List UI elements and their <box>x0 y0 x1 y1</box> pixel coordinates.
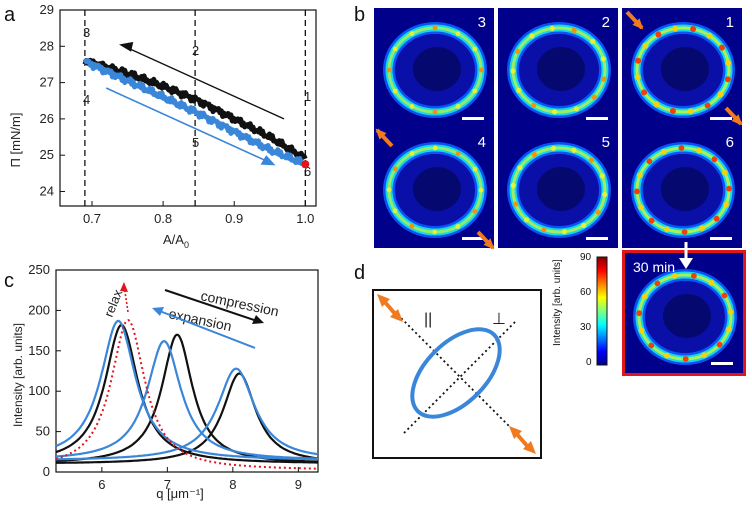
step-label-1: 1 <box>304 89 311 104</box>
intensity-ytick-label: 0 <box>43 464 50 479</box>
colorbar-tick-30: 30 <box>580 322 592 333</box>
intensity-xtick-label: 9 <box>295 477 302 492</box>
isotherm-series-expansion <box>82 57 308 169</box>
scale-bar <box>462 237 484 240</box>
step-label-4: 4 <box>83 92 90 107</box>
panel-label-d: d <box>354 262 366 284</box>
panel-label-a: a <box>4 4 16 26</box>
intensity-xlabel: q [μm⁻¹] <box>156 486 204 501</box>
colorbar-tick-0: 0 <box>586 357 592 368</box>
time-arrow <box>679 242 693 269</box>
intensity-curve-expansion-1 <box>55 319 318 461</box>
isotherm-ytick-label: 27 <box>40 75 54 90</box>
relaxed-label: 30 min <box>633 259 676 275</box>
intensity-curve-expansion-3 <box>56 367 319 461</box>
colorbar-title: Intensity [arb. units] <box>552 259 563 346</box>
schematic-box: || ⊥ <box>372 289 542 459</box>
isotherm-frame <box>59 9 317 207</box>
micrograph-tile-5: 5 <box>498 128 618 248</box>
isotherm-xtick-label: 0.9 <box>225 211 243 226</box>
panel-label-b: b <box>354 4 366 26</box>
ellipse-schematic: || ⊥ <box>377 294 536 454</box>
colorbar <box>596 256 608 366</box>
intensity-ytick-label: 250 <box>28 262 50 277</box>
step-label-3: 3 <box>83 25 90 40</box>
micrograph-tile-6: 6 <box>622 128 742 248</box>
compression-arrowhead <box>119 41 134 52</box>
panel-label-c: c <box>4 270 14 292</box>
expansion-arrowhead <box>260 155 276 166</box>
isotherm-ylabel: Π [mN/m] <box>8 113 23 168</box>
ring-image <box>507 142 611 238</box>
intensity-xtick-label: 8 <box>229 477 236 492</box>
tile-number: 6 <box>725 134 734 151</box>
isotherm-xtick-label: 0.7 <box>83 211 101 226</box>
tile-number: 4 <box>477 134 486 151</box>
expansion-arrow <box>105 87 271 164</box>
intensity-xtick-label: 6 <box>98 477 105 492</box>
orientation-arrow-top <box>377 294 403 322</box>
isotherm-xlabel: A/A0 <box>163 232 189 250</box>
isotherm-xtick-label: 0.8 <box>154 211 172 226</box>
relaxed-tile: 30 min <box>622 250 746 376</box>
intensity-ytick-label: 50 <box>36 424 50 439</box>
isotherm-ytick-label: 28 <box>40 38 54 53</box>
intensity-ytick-label: 150 <box>28 343 50 358</box>
intensity-curve-relaxed <box>55 319 318 470</box>
intensity-ytick-label: 200 <box>28 302 50 317</box>
expansion-annotation: expansion <box>152 305 256 349</box>
tile-number: 3 <box>477 14 486 31</box>
scale-bar <box>586 237 608 240</box>
colorbar-tick-90: 90 <box>580 252 592 263</box>
relax-annotation: relax. <box>101 282 129 319</box>
scale-bar <box>711 362 733 365</box>
step-label-6: 6 <box>304 164 311 179</box>
ring-image <box>383 22 487 118</box>
isotherm-xtick-label: 1.0 <box>296 211 314 226</box>
intensity-xtick-label: 7 <box>164 477 171 492</box>
relaxed-ring <box>633 269 737 365</box>
isotherm-ytick-label: 29 <box>40 2 54 17</box>
orientation-arrow-bottom <box>509 426 536 454</box>
micrograph-tile-4: 4 <box>374 128 494 248</box>
intensity-ylabel: Intensity [arb. units] <box>11 323 25 427</box>
tile-number: 1 <box>725 14 734 31</box>
isotherm-endpoint <box>301 160 310 169</box>
micrograph-tile-3: 3 <box>374 8 494 128</box>
scale-bar <box>710 117 732 120</box>
isotherm-series-compression <box>82 57 308 161</box>
ring-image <box>631 142 735 238</box>
intensity-curve-compression-3 <box>55 372 319 464</box>
colorbar-tick-60: 60 <box>580 287 592 298</box>
intensity-ytick-label: 100 <box>28 383 50 398</box>
isotherm-ytick-label: 24 <box>40 183 54 198</box>
intensity-frame <box>55 269 319 473</box>
compression-arrow <box>123 45 285 120</box>
micrograph-tile-2: 2 <box>498 8 618 128</box>
ring-image <box>507 22 611 118</box>
parallel-symbol: || <box>424 311 432 328</box>
perpendicular-symbol: ⊥ <box>492 311 506 328</box>
tile-number: 5 <box>601 134 610 151</box>
isotherm-ytick-label: 26 <box>40 111 54 126</box>
scale-bar <box>586 117 608 120</box>
micrograph-tile-1: 1 <box>622 8 742 128</box>
ring-image <box>383 142 487 238</box>
isotherm-ytick-label: 25 <box>40 147 54 162</box>
scale-bar <box>462 117 484 120</box>
tile-number: 2 <box>601 14 610 31</box>
intensity-curve-expansion-2 <box>55 340 319 460</box>
scale-bar <box>710 237 732 240</box>
ring-image <box>631 22 735 118</box>
